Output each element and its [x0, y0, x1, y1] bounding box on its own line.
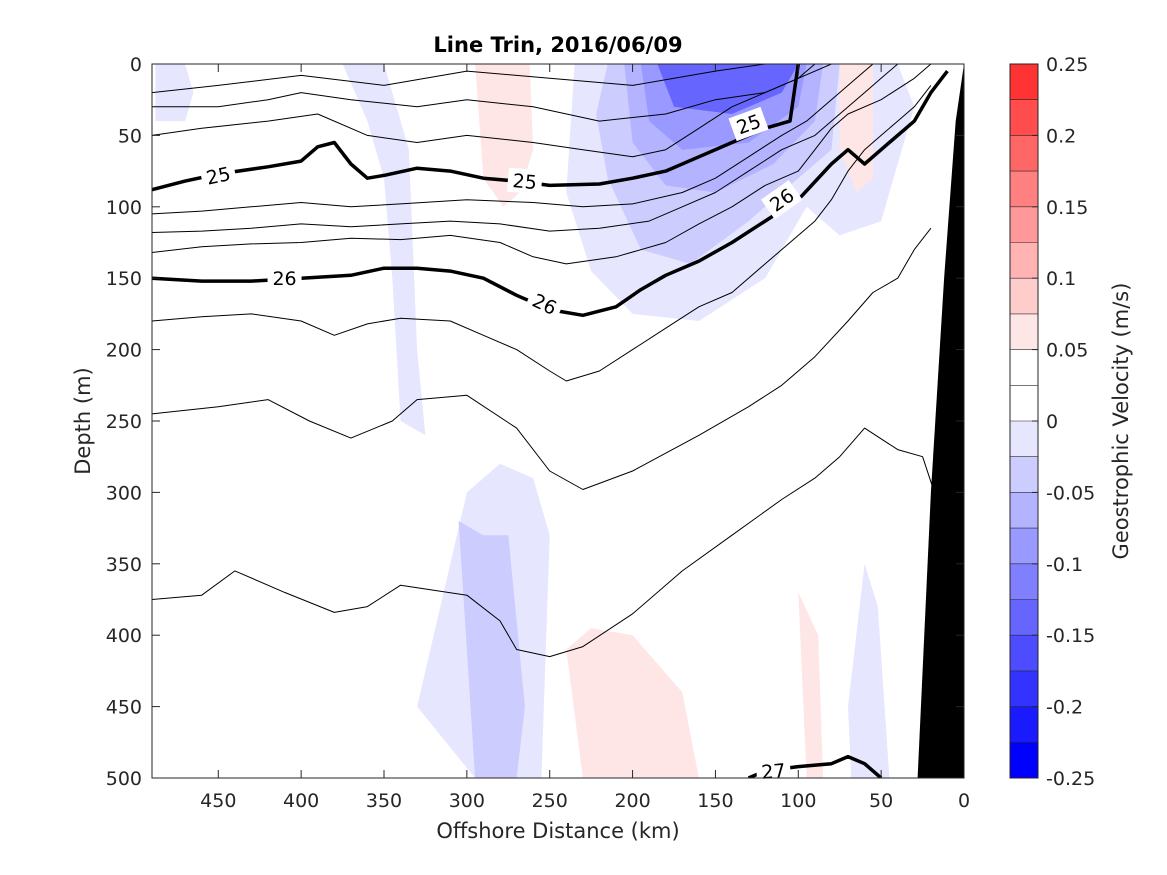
y-axis-label: Depth (m): [71, 367, 95, 474]
contour-label-bg: [267, 266, 302, 291]
velocity-patch: [798, 592, 824, 778]
isopycnal: [152, 427, 940, 658]
y-tick-label: 300: [106, 482, 142, 504]
isopycnal: [152, 64, 899, 233]
x-axis-label: Offshore Distance (km): [436, 819, 679, 843]
isopycnal: [152, 227, 932, 490]
velocity-patch: [392, 64, 421, 93]
velocity-patch: [657, 64, 799, 114]
x-tick-label: 250: [532, 790, 568, 812]
x-tick-label: 300: [449, 790, 485, 812]
colorbar-segment: [1010, 563, 1038, 600]
y-tick-label: 50: [118, 125, 142, 147]
velocity-patch: [334, 606, 393, 778]
colorbar-tick-label: 0.05: [1046, 340, 1088, 362]
y-tick-label: 200: [106, 340, 142, 362]
contour-label: 25: [512, 170, 538, 194]
velocity-patch: [848, 563, 890, 778]
contour-label-bg: [760, 180, 803, 220]
colorbar-segment: [1010, 313, 1038, 351]
velocity-patch: [342, 64, 426, 436]
colorbar-segment: [1010, 278, 1038, 315]
y-tick-label: 450: [106, 697, 142, 719]
colorbar-tick-label: -0.15: [1046, 625, 1095, 647]
isopycnal: [152, 64, 874, 215]
colorbar-tick-label: 0.25: [1046, 54, 1088, 76]
contour-label-bg: [506, 167, 543, 195]
colorbar-segment: [1010, 385, 1038, 422]
x-tick-label: 450: [200, 790, 236, 812]
colorbar-segment: [1010, 742, 1038, 779]
colorbar-tick-label: 0.1: [1046, 268, 1076, 290]
x-tick-label: 150: [697, 790, 733, 812]
y-tick-label: 500: [106, 768, 142, 790]
colorbar-tick-label: -0.1: [1046, 554, 1083, 576]
colorbar-segment: [1010, 64, 1038, 101]
colorbar-label: Geostrophic Velocity (m/s): [1109, 283, 1133, 560]
x-tick-label: 200: [614, 790, 650, 812]
y-axis: 0 50 100 150 200 250 300 350 400 450 500: [106, 54, 964, 790]
contour-label-bg: [524, 285, 566, 322]
isopycnal-bold: [152, 64, 801, 192]
colorbar-segment: [1010, 421, 1038, 458]
colorbar-segment: [1010, 456, 1038, 493]
velocity-patch: [458, 521, 525, 778]
y-tick-label: 350: [106, 554, 142, 576]
x-tick-label: 50: [869, 790, 893, 812]
colorbar-tick-label: -0.2: [1046, 697, 1083, 719]
y-tick-label: 100: [106, 197, 142, 219]
x-tick-label: 350: [366, 790, 402, 812]
colorbar-segment: [1010, 99, 1038, 136]
contour-label-bg: [728, 106, 769, 142]
contour-label: 27: [761, 760, 787, 784]
y-tick-label: 250: [106, 411, 142, 433]
isopycnal-bold: [152, 70, 949, 318]
isopycnal: [152, 64, 932, 265]
chart-title: Line Trin, 2016/06/09: [433, 33, 682, 57]
colorbar-segment: [1010, 599, 1038, 636]
colorbar: 0.25 0.2 0.15 0.1 0.05 0 -0.05 -0.1 -0.15 -0.2 -0.…: [1009, 54, 1095, 790]
y-tick-label: 150: [106, 268, 142, 290]
y-tick-label: 400: [106, 625, 142, 647]
isopycnal: [152, 85, 932, 382]
isopycnal: [152, 64, 832, 122]
colorbar-tick-label: 0.2: [1046, 125, 1076, 147]
colorbar-segment: [1010, 706, 1038, 743]
colorbar-segment: [1010, 171, 1038, 208]
seafloor-mask: [917, 64, 964, 778]
velocity-field: [155, 64, 931, 778]
x-axis: 450 400 350 300 250 200 150 100 50 0: [200, 64, 970, 812]
velocity-patch: [566, 628, 699, 778]
colorbar-tick-label: -0.05: [1046, 482, 1095, 504]
colorbar-segment: [1010, 670, 1038, 708]
velocity-patch: [276, 64, 318, 222]
colorbar-tick-label: -0.25: [1046, 768, 1095, 790]
y-tick-label: 0: [130, 54, 142, 76]
colorbar-tick-label: 0.15: [1046, 197, 1088, 219]
x-tick-label: 0: [958, 790, 970, 812]
colorbar-segment: [1010, 206, 1038, 243]
isopycnal: [152, 64, 816, 158]
colorbar-segment: [1010, 492, 1038, 529]
colorbar-segment: [1010, 528, 1038, 565]
x-tick-label: 400: [283, 790, 319, 812]
contour-label: 26: [272, 268, 296, 290]
colorbar-tick-label: 0: [1046, 411, 1058, 433]
colorbar-segment: [1010, 135, 1038, 172]
colorbar-segment: [1010, 635, 1038, 672]
velocity-patch: [839, 64, 873, 193]
colorbar-segment: [1010, 349, 1038, 386]
contour-label: 25: [204, 163, 232, 190]
colorbar-segment: [1010, 242, 1038, 279]
x-tick-label: 100: [780, 790, 816, 812]
contour-label-bg: [199, 160, 238, 191]
